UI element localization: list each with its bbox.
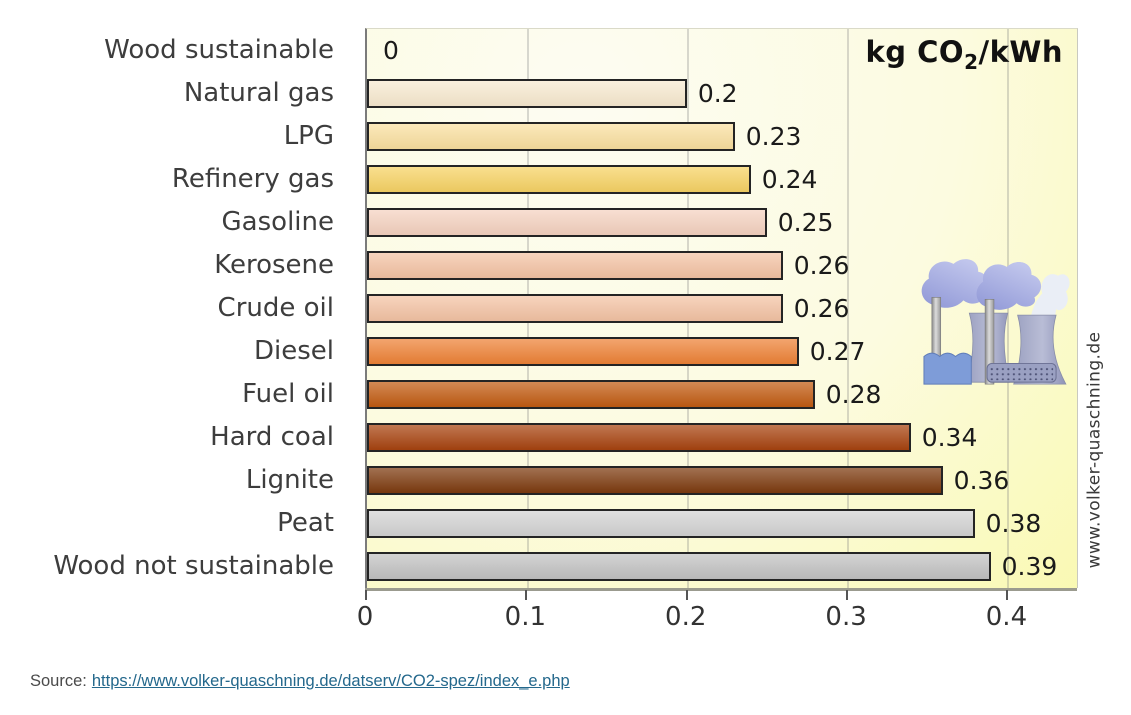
x-tick: [846, 590, 849, 600]
bar-value-label: 0.26: [793, 294, 850, 323]
bar-row: 0.36: [367, 459, 1077, 502]
bar-row: 0.26: [367, 244, 1077, 287]
x-tick: [365, 590, 367, 600]
source-label: Source:: [30, 672, 87, 690]
bar: [367, 509, 975, 538]
bar-value-label: 0.25: [777, 208, 834, 237]
x-tick-label: 0.4: [985, 602, 1028, 632]
bar: [367, 466, 943, 495]
power-plant-icon: [921, 259, 1070, 385]
watermark: www.volker-quaschning.de: [1076, 315, 1112, 585]
category-label: Kerosene: [214, 249, 334, 280]
bar-value-label: 0.27: [809, 337, 866, 366]
bar-value-label: 0.34: [921, 423, 978, 452]
bar-value-label: 0: [383, 36, 399, 65]
x-tick: [1006, 590, 1009, 600]
bar-value-label: 0.38: [985, 509, 1042, 538]
bar-value-label: 0.28: [825, 380, 882, 409]
bar-rows: 0 0.2 0.23 0.24 0.25 0.26 0.26 0.27 0.28 0.34 0.36…: [367, 29, 1077, 588]
bar-value-label: 0.24: [761, 165, 818, 194]
category-label: Diesel: [253, 335, 334, 366]
bar-row: 0.28: [367, 373, 1077, 416]
x-tick-label: 0.1: [504, 602, 547, 632]
bar-row: 0.26: [367, 287, 1077, 330]
category-label: Refinery gas: [171, 163, 334, 194]
bar-row: 0.2: [367, 72, 1077, 115]
bar-value-label: 0.23: [745, 122, 802, 151]
x-tick-label: 0.3: [825, 602, 867, 632]
x-tick-label: 0: [356, 602, 374, 632]
bar: [367, 122, 735, 151]
category-label: LPG: [283, 120, 334, 151]
bar-row: 0.39: [367, 545, 1077, 588]
bar-row: 0.24: [367, 158, 1077, 201]
x-axis-line: [365, 588, 1077, 591]
bar-row: 0: [367, 29, 1077, 72]
bar-value-label: 0.39: [1001, 552, 1058, 581]
watermark-text: www.volker-quaschning.de: [1084, 331, 1105, 569]
bar-value-label: 0.26: [793, 251, 850, 280]
bar-row: 0.23: [367, 115, 1077, 158]
bar: [367, 294, 783, 323]
bar-row: 0.34: [367, 416, 1077, 459]
bar: [367, 380, 815, 409]
bar: [367, 165, 751, 194]
chart-title-sub: 2: [964, 49, 979, 74]
bar-row: 0.38: [367, 502, 1077, 545]
bar: [367, 251, 783, 280]
bar-value-label: 0.36: [953, 466, 1010, 495]
chart-title-prefix: kg CO: [865, 35, 965, 69]
category-label: Gasoline: [221, 206, 334, 237]
bar: [367, 552, 991, 581]
x-tick-label: 0.2: [665, 602, 707, 632]
y-axis-labels: Wood sustainable Natural gas LPG Refinery g…: [0, 28, 350, 587]
category-label: Hard coal: [210, 421, 334, 452]
category-label: Lignite: [245, 464, 334, 495]
chart-title-suffix: /kWh: [978, 35, 1063, 69]
source-link[interactable]: https://www.volker-quaschning.de/datserv…: [91, 672, 570, 690]
x-tick: [685, 590, 688, 600]
bar: [367, 337, 799, 366]
x-tick: [525, 590, 528, 600]
bar: [367, 423, 911, 452]
category-label: Crude oil: [217, 292, 334, 323]
category-label: Fuel oil: [242, 378, 334, 409]
category-label: Wood not sustainable: [53, 550, 334, 581]
category-label: Wood sustainable: [104, 34, 334, 65]
chart-plot: 0 0.2 0.23 0.24 0.25 0.26 0.26 0.27 0.28 0.34 0.36…: [365, 28, 1078, 588]
bar: [367, 79, 687, 108]
gridline: [846, 29, 849, 588]
category-label: Peat: [277, 507, 334, 538]
bar-value-label: 0.2: [697, 79, 738, 108]
bar-row: 0.25: [367, 201, 1077, 244]
bar-row: 0.27: [367, 330, 1077, 373]
bar: [367, 208, 767, 237]
x-axis: 0 0.1 0.2 0.3 0.4: [357, 588, 1077, 638]
chart-title: kg CO2/kWh: [865, 35, 1063, 74]
source-line: Source: https://www.volker-quaschning.de/…: [30, 672, 570, 691]
category-label: Natural gas: [183, 77, 334, 108]
